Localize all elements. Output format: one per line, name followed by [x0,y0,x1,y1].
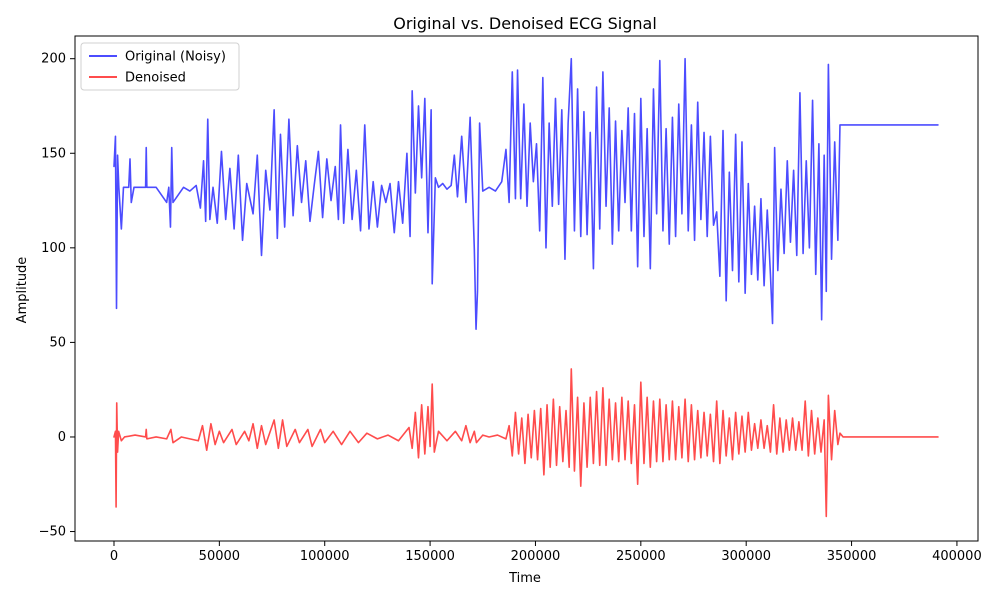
chart-title: Original vs. Denoised ECG Signal [393,14,657,33]
plot-layer [113,57,939,518]
x-tick-label-2: 50000 [199,549,240,564]
y-axis-label: Amplitude [15,257,30,324]
y-tick-label-6: 200 [41,52,66,67]
legend-box [80,42,240,91]
y-tick-label-1: −50 [39,525,66,540]
x-tick-label-7: 300000 [721,549,771,564]
x-tick-label-4: 150000 [405,549,455,564]
x-tick-label-5: 200000 [511,549,561,564]
y-tick-label-2: 0 [58,430,66,445]
axes-layer: 0 50000 100000 150000 200000 250000 300000 3500… [39,35,982,564]
x-tick-label-8: 350000 [827,549,877,564]
x-tick-label-6: 250000 [616,549,666,564]
y-tick-label-3: 50 [49,335,66,350]
x-tick-label-1: 0 [110,549,118,564]
y-tick-label-5: 150 [41,146,66,161]
legend-label-2: Denoised [125,71,186,86]
legend-label-1: Original (Noisy) [125,50,226,65]
legend: Original (Noisy) Denoised [80,42,240,91]
series-line-2 [113,368,939,518]
plot-frame [74,35,979,542]
x-axis-label: Time [508,571,541,586]
x-tick-label-9: 400000 [932,549,982,564]
y-tick-label-4: 100 [41,241,66,256]
series-line-1 [113,57,939,330]
x-tick-label-3: 100000 [300,549,350,564]
